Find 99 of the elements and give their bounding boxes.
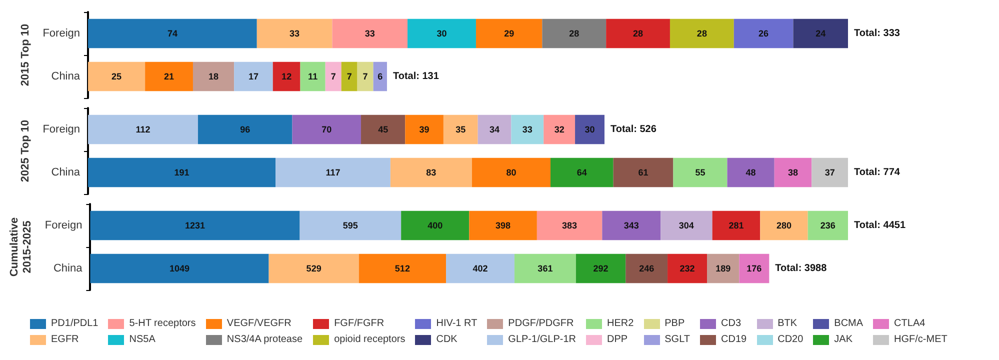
data-label: 280 [776, 220, 792, 230]
data-label: 7 [346, 72, 352, 82]
legend-label: opioid receptors [334, 334, 406, 346]
data-label: 45 [378, 124, 388, 134]
data-label: 17 [248, 72, 258, 82]
legend-label: HGF/c-MET [894, 334, 948, 346]
data-label: 30 [436, 28, 447, 38]
data-label: 35 [456, 124, 466, 134]
data-label: 236 [820, 220, 836, 230]
legend-label: HIV-1 RT [436, 318, 478, 330]
data-label: 383 [562, 220, 578, 230]
data-label: 1231 [184, 220, 206, 230]
legend-label: CDK [436, 334, 458, 346]
total-label: Total: 4451 [854, 220, 906, 231]
data-label: 25 [112, 72, 122, 82]
y-axis-title: 2025 Top 10 [19, 120, 32, 182]
data-label: 83 [426, 168, 436, 178]
legend-label: NS3/4A protease [226, 334, 303, 346]
legend-label: EGFR [51, 334, 79, 346]
y-tick-label: China [51, 166, 81, 178]
data-label: 33 [290, 28, 300, 38]
y-tick-label: Foreign [42, 28, 80, 40]
legend-label: PDGF/PDGFR [508, 318, 574, 330]
data-label: 176 [746, 264, 762, 274]
data-label: 48 [746, 168, 756, 178]
total-label: Total: 774 [854, 167, 900, 178]
legend-label: DPP [606, 334, 628, 346]
data-label: 1049 [169, 264, 190, 274]
total-label: Total: 3988 [775, 263, 828, 274]
legend-label: CD20 [778, 334, 804, 346]
legend-label: BCMA [834, 318, 864, 330]
legend-label: CD19 [721, 334, 747, 346]
data-label: 80 [506, 168, 516, 178]
data-label: 529 [306, 264, 322, 274]
data-label: 402 [472, 264, 488, 274]
data-label: 96 [240, 124, 250, 134]
data-label: 70 [322, 124, 332, 134]
legend-label: 5-HT receptors [129, 318, 196, 330]
y-tick-label: China [53, 262, 84, 274]
y-axis-title: 2015 Top 10 [19, 24, 32, 86]
data-label: 7 [330, 72, 336, 82]
data-label: 7 [362, 72, 368, 82]
legend-label: GLP-1/GLP-1R [508, 334, 576, 346]
data-label: 33 [522, 124, 532, 134]
data-label: 21 [164, 72, 174, 82]
data-label: 38 [788, 168, 798, 178]
data-label: 117 [326, 168, 340, 178]
data-label: 61 [638, 168, 648, 178]
y-tick-label: China [51, 70, 81, 82]
data-label: 189 [716, 264, 731, 274]
y-tick-label: Foreign [42, 124, 80, 136]
data-label: 191 [174, 168, 190, 178]
data-label: 12 [282, 72, 292, 82]
data-label: 28 [569, 28, 580, 38]
legend-label: CTLA4 [894, 318, 926, 330]
total-label: Total: 526 [610, 124, 657, 135]
legend-label: PBP [664, 318, 685, 330]
legend-label: HER2 [606, 318, 634, 330]
legend-label: VEGF/VEGFR [226, 318, 292, 330]
data-label: 232 [680, 264, 695, 274]
legend-label: JAK [834, 334, 852, 346]
data-label: 112 [136, 124, 150, 134]
data-label: 6 [378, 72, 383, 82]
legend-label: NS5A [129, 334, 156, 346]
data-label: 246 [639, 264, 654, 274]
legend-label: SGLT [664, 334, 690, 346]
data-label: 37 [824, 168, 835, 178]
data-label: 26 [758, 28, 769, 38]
data-label: 29 [504, 28, 514, 38]
y-axis-title: Cumulative 2015-2025 [8, 217, 34, 277]
data-label: 33 [364, 28, 375, 38]
total-label: Total: 333 [854, 28, 900, 39]
data-label: 24 [816, 28, 826, 38]
data-label: 18 [208, 72, 219, 82]
data-label: 64 [576, 168, 587, 178]
data-label: 74 [167, 28, 178, 38]
data-label: 28 [633, 28, 644, 38]
data-label: 55 [695, 168, 706, 178]
data-label: 595 [342, 220, 358, 230]
data-label: 34 [490, 124, 500, 134]
y-tick-label: Foreign [44, 220, 82, 232]
data-label: 361 [538, 264, 553, 274]
legend-label: CD3 [721, 318, 742, 330]
data-label: 28 [696, 28, 707, 38]
legend-label: FGF/FGFR [334, 318, 384, 330]
data-label: 32 [554, 124, 564, 134]
legend-label: BTK [778, 318, 798, 330]
data-label: 11 [308, 72, 318, 82]
data-label: 398 [496, 220, 511, 230]
data-label: 39 [419, 124, 430, 134]
data-label: 304 [678, 220, 694, 230]
data-label: 512 [394, 264, 410, 274]
total-label: Total: 131 [392, 71, 440, 82]
data-label: 400 [428, 220, 443, 230]
data-label: 343 [624, 220, 639, 230]
legend-label: PD1/PDL1 [51, 318, 98, 330]
data-label: 281 [728, 220, 744, 230]
data-label: 30 [584, 124, 595, 134]
data-label: 292 [593, 264, 608, 274]
